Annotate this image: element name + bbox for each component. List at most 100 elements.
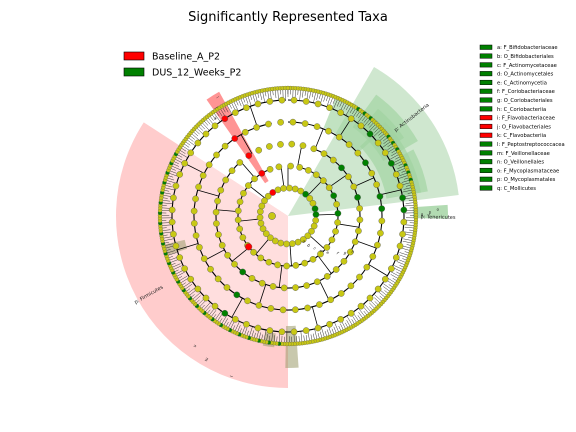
internal-node [254, 324, 262, 332]
legend-entry: Baseline_A_P2 [123, 51, 220, 63]
internal-node [302, 327, 310, 334]
internal-node [234, 207, 242, 215]
internal-node [199, 172, 207, 179]
tree-branch [280, 166, 285, 189]
taxa-key-entry: q: C_Mollicutes [479, 185, 536, 192]
internal-node [207, 265, 214, 273]
internal-node [243, 320, 250, 328]
internal-node [221, 142, 229, 150]
internal-node [304, 304, 311, 312]
internal-node [217, 186, 225, 194]
internal-node [299, 236, 307, 243]
internal-node [306, 195, 314, 202]
legend-label: Baseline_A_P2 [152, 52, 220, 63]
internal-node [290, 96, 298, 104]
internal-node [239, 268, 246, 276]
clade-letter: o [437, 207, 440, 212]
internal-node [335, 133, 343, 141]
internal-node [288, 140, 296, 148]
internal-node [172, 182, 180, 190]
internal-node [345, 141, 353, 148]
clade-letter: h [350, 249, 355, 255]
internal-node [296, 164, 303, 171]
internal-node [242, 128, 249, 136]
clade-letter: i [215, 96, 220, 99]
tree-branch [314, 128, 324, 150]
internal-node [255, 146, 263, 154]
taxa-key-entry: p: O_Mycoplasmatales [479, 176, 556, 183]
internal-node [362, 159, 369, 167]
internal-node [337, 316, 344, 323]
taxa-key-entry: k: C_Flavobacteriia [479, 132, 546, 139]
clade-letter: l [229, 375, 234, 378]
internal-node [354, 149, 362, 157]
internal-node [286, 184, 293, 192]
internal-node [211, 122, 219, 130]
internal-node [194, 285, 202, 293]
clade-letter: n [192, 344, 198, 349]
taxa-key-swatch [479, 123, 493, 129]
internal-node [356, 216, 364, 224]
internal-node [271, 237, 279, 245]
internal-node [338, 164, 345, 172]
internal-node [262, 230, 270, 237]
internal-node [245, 152, 253, 159]
internal-node [376, 193, 384, 200]
internal-node [356, 205, 363, 212]
internal-node [228, 167, 236, 174]
taxa-key-swatch [479, 44, 493, 50]
internal-node [223, 284, 231, 291]
taxa-key-label: i: F_Flavobacteriaceae [497, 116, 555, 122]
figure-title: Significantly Represented Taxa [188, 10, 388, 25]
tree-branch [289, 243, 292, 266]
taxa-key-swatch [479, 132, 493, 138]
internal-node [374, 241, 381, 249]
internal-node [181, 265, 188, 272]
legend-swatch [123, 67, 145, 77]
internal-node [234, 216, 242, 224]
internal-node [378, 205, 386, 212]
internal-node [334, 210, 342, 217]
internal-node [368, 170, 376, 177]
internal-node [250, 248, 257, 256]
internal-node [317, 250, 324, 258]
taxa-key-swatch [479, 159, 493, 165]
internal-node [187, 149, 195, 157]
cladogram-nodes [157, 85, 419, 347]
taxa-key-swatch [479, 176, 493, 182]
internal-node [258, 202, 266, 210]
internal-node [392, 171, 400, 178]
internal-node [215, 231, 222, 238]
internal-node [309, 256, 317, 263]
internal-node [232, 316, 239, 323]
internal-node [264, 192, 272, 200]
clade-letter: e [325, 250, 331, 256]
internal-node [388, 160, 395, 167]
internal-node [265, 120, 272, 128]
internal-node [313, 123, 321, 130]
internal-node [356, 273, 363, 281]
legend-swatch [123, 51, 145, 61]
tree-branch [315, 213, 338, 216]
tree-branch [368, 264, 388, 277]
internal-node [266, 143, 273, 150]
taxa-key-entry: j: O_Flavobacteriales [479, 123, 551, 130]
internal-node [257, 219, 265, 227]
internal-node [308, 227, 315, 235]
internal-node [236, 159, 244, 166]
clade-letter: p [429, 209, 432, 214]
internal-node [266, 327, 274, 334]
internal-node [190, 220, 198, 227]
clade-letter: d [319, 248, 325, 254]
internal-node [326, 104, 333, 112]
internal-node [244, 297, 251, 305]
internal-node [233, 291, 241, 299]
tree-branch [317, 255, 332, 274]
internal-node [369, 253, 377, 260]
clade-letter: q [421, 212, 424, 217]
internal-node [332, 266, 340, 273]
taxa-key-entry: f: F_Coriobacteriaceae [479, 88, 555, 95]
taxa-key-label: a: F_Bifidobacteriaceae [497, 45, 558, 51]
tree-branch [240, 161, 256, 179]
